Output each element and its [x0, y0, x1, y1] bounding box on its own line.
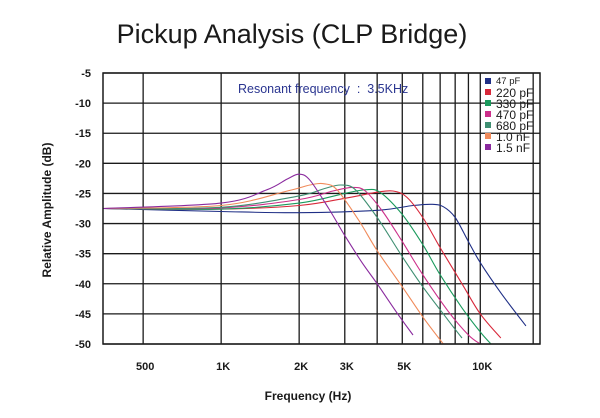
- y-tick-label: -20: [75, 158, 91, 170]
- x-tick-label: 500: [136, 361, 154, 373]
- series-line-220-pf: [102, 190, 502, 339]
- y-tick-label: -45: [75, 309, 91, 321]
- legend-label-47-pf: 47 pF: [496, 76, 520, 87]
- x-axis-label: Frequency (Hz): [265, 389, 352, 403]
- chart-title: Pickup Analysis (CLP Bridge): [117, 19, 468, 49]
- y-tick-label: -50: [75, 339, 91, 351]
- series-line-680-pf: [102, 184, 463, 339]
- legend-swatch-680-pf: [485, 122, 491, 128]
- series-line-1-0-nf: [102, 182, 444, 345]
- legend-label-680-pf: 680 pF: [496, 119, 533, 133]
- y-tick-label: -5: [81, 68, 91, 80]
- legend-label-1-0-nf: 1.0 nF: [496, 130, 530, 144]
- legend-label-220-pf: 220 pF: [496, 86, 533, 100]
- x-tick-labels: 500 1K 2K 3K 5K 10K: [136, 361, 492, 373]
- series-line-47-pf: [102, 203, 527, 327]
- y-tick-label: -40: [75, 279, 91, 291]
- y-tick-label: -30: [75, 219, 91, 231]
- y-tick-label: -15: [75, 128, 91, 140]
- series-line-1-5-nf: [102, 173, 414, 336]
- plot-frame: [102, 72, 541, 345]
- legend-label-470-pf: 470 pF: [496, 108, 533, 122]
- x-tick-label: 10K: [472, 361, 492, 373]
- series-line-470-pf: [102, 186, 481, 345]
- grid: [103, 72, 540, 345]
- legend-swatch-47-pf: [485, 78, 491, 84]
- legend-swatch-1-5-nf: [485, 144, 491, 150]
- y-tick-label: -25: [75, 188, 91, 200]
- series-line-330-pf: [102, 188, 492, 345]
- legend-swatch-1-0-nf: [485, 133, 491, 139]
- legend-label-1-5-nf: 1.5 nF: [496, 141, 530, 155]
- y-tick-label: -10: [75, 98, 91, 110]
- y-tick-labels: -5 -10 -15 -20 -25 -30 -35 -40 -45 -50: [75, 68, 91, 351]
- legend-label-330-pf: 330 pF: [496, 97, 533, 111]
- resonant-frequency-annotation: Resonant frequency : 3.5KHz: [238, 82, 408, 96]
- series-lines: [102, 173, 527, 345]
- legend-swatch-220-pf: [485, 89, 491, 95]
- y-tick-label: -35: [75, 249, 91, 261]
- legend-swatch-330-pf: [485, 100, 491, 106]
- x-tick-label: 1K: [216, 361, 230, 373]
- legend-swatch-470-pf: [485, 111, 491, 117]
- y-axis-label: Relative Amplitude (dB): [40, 143, 54, 278]
- x-tick-label: 3K: [340, 361, 354, 373]
- x-tick-label: 2K: [294, 361, 308, 373]
- x-tick-label: 5K: [397, 361, 411, 373]
